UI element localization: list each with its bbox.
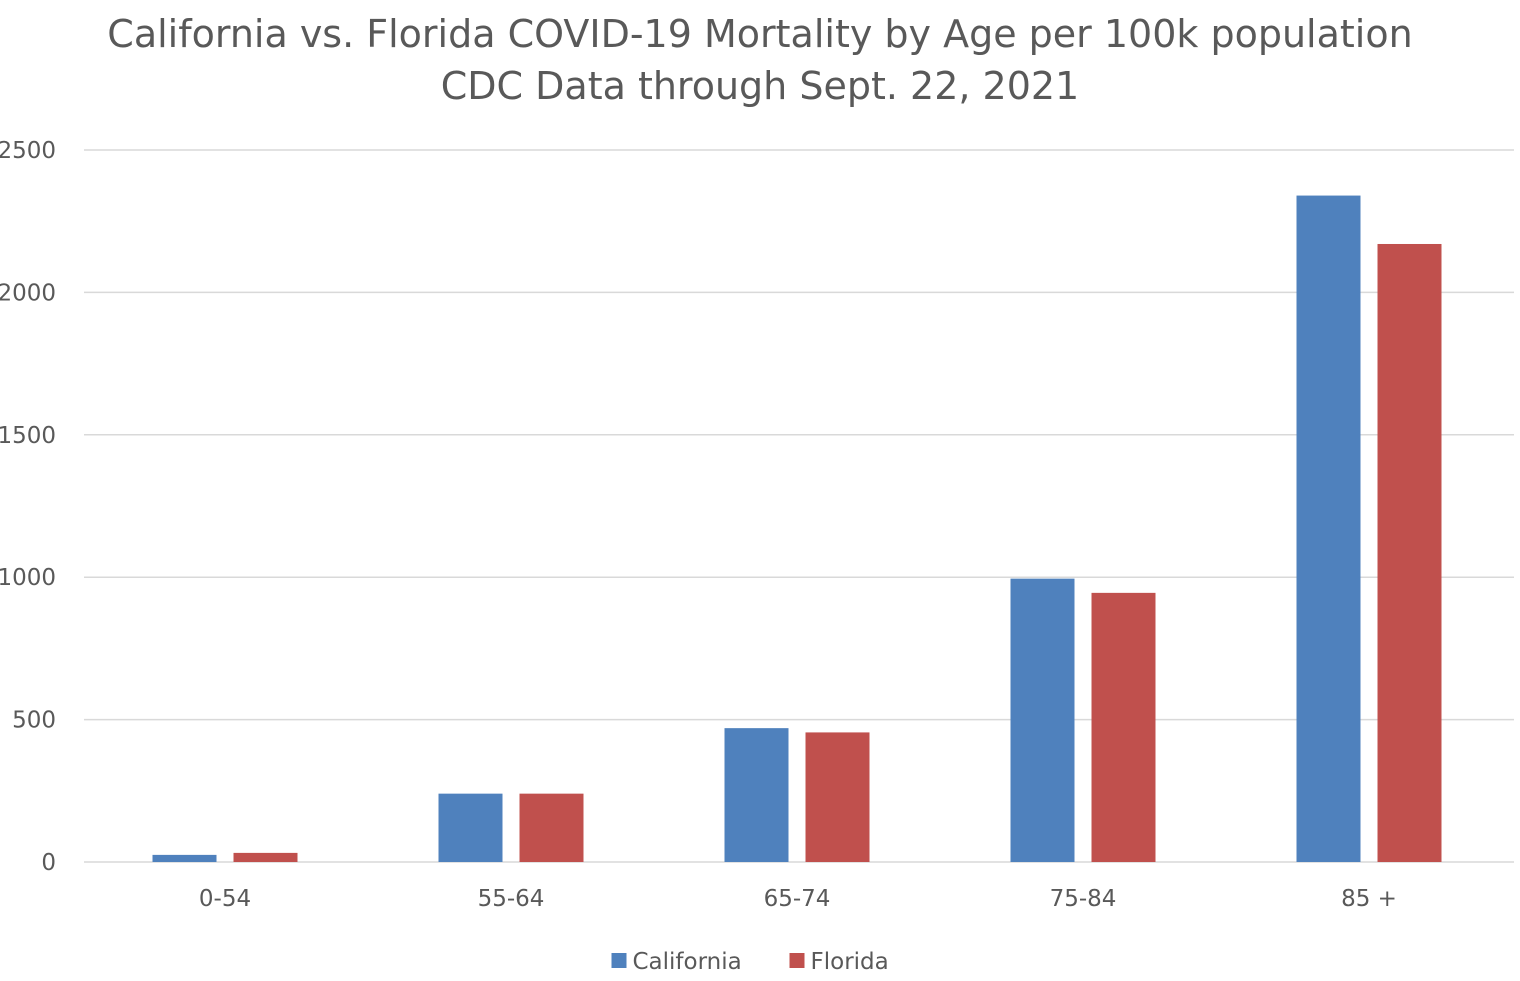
bar-florida [805, 732, 870, 862]
x-tick-label: 75-84 [1050, 886, 1117, 912]
bar-california [438, 793, 503, 862]
legend-label-florida: Florida [811, 949, 889, 975]
bar-california [152, 854, 217, 862]
bar-florida [519, 793, 584, 862]
y-tick-label: 1000 [0, 565, 56, 591]
y-tick-label: 0 [41, 850, 56, 876]
x-tick-label: 0-54 [199, 886, 251, 912]
bar-california [1010, 578, 1075, 862]
bar-california [1296, 195, 1361, 862]
legend-swatch-florida [789, 953, 805, 968]
bar-florida [233, 852, 298, 862]
y-tick-label: 2000 [0, 280, 56, 306]
legend-label-california: California [633, 949, 742, 975]
x-tick-label: 85 + [1341, 886, 1397, 912]
bar-florida [1091, 592, 1156, 862]
legend-swatch-california [611, 953, 627, 968]
y-tick-label: 500 [12, 708, 56, 734]
bar-florida [1377, 243, 1442, 862]
chart-title: California vs. Florida COVID-19 Mortalit… [107, 12, 1413, 56]
y-tick-label: 1500 [0, 423, 56, 449]
x-tick-label: 65-74 [764, 886, 831, 912]
bar-california [724, 728, 789, 862]
chart-subtitle: CDC Data through Sept. 22, 2021 [440, 64, 1080, 108]
x-tick-label: 55-64 [478, 886, 545, 912]
y-tick-label: 2500 [0, 138, 56, 164]
